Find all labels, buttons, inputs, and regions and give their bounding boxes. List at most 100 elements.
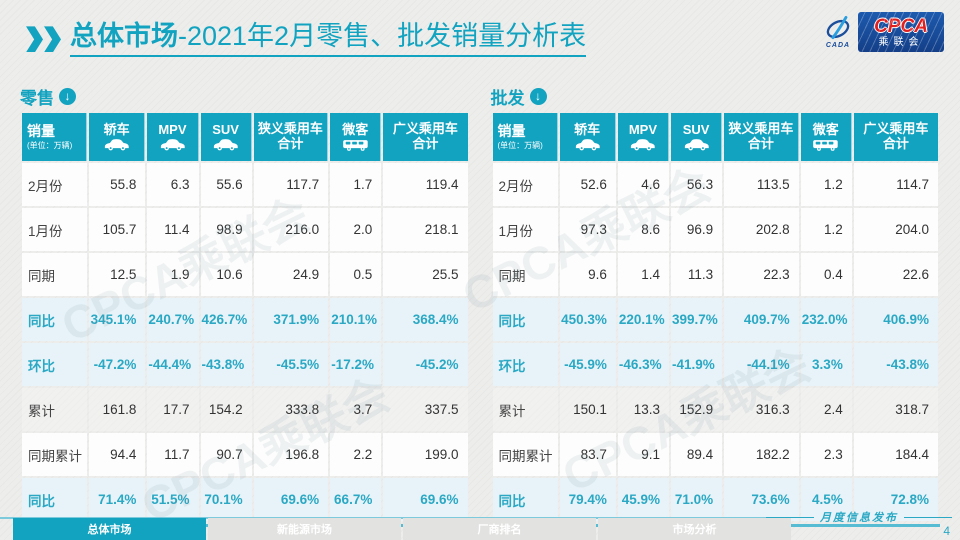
column-header: 轿车 — [559, 113, 616, 161]
footer-tab-厂商排名[interactable]: 厂商排名 — [403, 518, 596, 540]
row-label: 同比 — [22, 478, 88, 521]
value-cell: 0.4 — [800, 253, 852, 296]
row-label: 同期累计 — [22, 433, 88, 476]
value-cell: 3.7 — [330, 388, 382, 431]
column-header: 狭义乘用车 合计 — [724, 113, 799, 161]
value-cell: 368.4% — [383, 298, 468, 341]
cpca-logo-subtext: 乘联会 — [878, 36, 924, 48]
value-cell: 83.7 — [559, 433, 616, 476]
value-cell: 70.1% — [200, 478, 252, 521]
value-cell: 232.0% — [800, 298, 852, 341]
retail-table: 销量 (单位：万辆) 轿车 MPV SUV 狭义乘用车 合计 微客 广义乘用车 合计 2月份 55.8… — [20, 111, 470, 523]
footer-tab-市场分析[interactable]: 市场分析 — [598, 518, 791, 540]
value-cell: 316.3 — [724, 388, 799, 431]
row-label: 2月份 — [492, 163, 558, 206]
column-header: MPV — [617, 113, 669, 161]
table-row: 同期 12.5 1.9 10.6 24.9 0.5 25.5 — [22, 253, 468, 296]
retail-section-label: 零售 ↓ — [20, 84, 470, 108]
footer-tab-总体市场[interactable]: 总体市场 — [13, 518, 206, 540]
retail-title: 零售 — [20, 88, 54, 108]
value-cell: 154.2 — [200, 388, 252, 431]
value-cell: 0.5 — [330, 253, 382, 296]
column-header: 狭义乘用车 合计 — [253, 113, 329, 161]
slide-header: 总体市场-2021年2月零售、批发销量分析表 — [26, 21, 587, 57]
value-cell: 406.9% — [853, 298, 938, 341]
car-icon — [148, 138, 196, 151]
value-cell: 45.9% — [617, 478, 669, 521]
table-row: 同期累计 83.7 9.1 89.4 182.2 2.3 184.4 — [492, 433, 938, 476]
value-cell: 90.7 — [200, 433, 252, 476]
column-header-sales: 销量 (单位：万辆) — [492, 113, 558, 161]
value-cell: 2.4 — [800, 388, 852, 431]
value-cell: 55.6 — [200, 163, 252, 206]
car-icon — [672, 138, 720, 151]
value-cell: 240.7% — [147, 298, 199, 341]
retail-section: 零售 ↓ 销量 (单位：万辆) 轿车 MPV SUV 狭义乘用车 合计 微客 广义乘用车 合计 2月… — [20, 84, 470, 532]
value-cell: 24.9 — [253, 253, 329, 296]
value-cell: -47.2% — [89, 343, 146, 386]
table-row: 同比 450.3% 220.1% 399.7% 409.7% 232.0% 406.9% — [492, 298, 938, 341]
value-cell: 89.4 — [671, 433, 723, 476]
value-cell: 1.2 — [800, 163, 852, 206]
row-label: 同比 — [492, 478, 558, 521]
value-cell: 426.7% — [200, 298, 252, 341]
value-cell: 216.0 — [253, 208, 329, 251]
table-row: 1月份 97.3 8.6 96.9 202.8 1.2 204.0 — [492, 208, 938, 251]
value-cell: 114.7 — [853, 163, 938, 206]
table-row: 同比 345.1% 240.7% 426.7% 371.9% 210.1% 368.4% — [22, 298, 468, 341]
value-cell: 3.3% — [800, 343, 852, 386]
car-icon — [561, 138, 614, 151]
footer-tab-新能源市场[interactable]: 新能源市场 — [208, 518, 401, 540]
table-row: 环比 -47.2% -44.4% -43.8% -45.5% -17.2% -45.2% — [22, 343, 468, 386]
value-cell: 10.6 — [200, 253, 252, 296]
column-header: 微客 — [800, 113, 852, 161]
table-row: 同期累计 94.4 11.7 90.7 196.8 2.2 199.0 — [22, 433, 468, 476]
row-label: 环比 — [492, 343, 558, 386]
value-cell: 337.5 — [383, 388, 468, 431]
value-cell: 371.9% — [253, 298, 329, 341]
value-cell: 73.6% — [724, 478, 799, 521]
value-cell: 96.9 — [671, 208, 723, 251]
car-icon — [619, 138, 667, 151]
value-cell: 69.6% — [383, 478, 468, 521]
row-label: 同比 — [492, 298, 558, 341]
value-cell: -45.9% — [559, 343, 616, 386]
value-cell: 94.4 — [89, 433, 146, 476]
value-cell: 1.2 — [800, 208, 852, 251]
value-cell: 4.6 — [617, 163, 669, 206]
value-cell: 25.5 — [383, 253, 468, 296]
value-cell: 98.9 — [200, 208, 252, 251]
value-cell: 97.3 — [559, 208, 616, 251]
page-title: 总体市场-2021年2月零售、批发销量分析表 — [70, 21, 587, 57]
van-icon — [331, 138, 379, 152]
table-row: 2月份 52.6 4.6 56.3 113.5 1.2 114.7 — [492, 163, 938, 206]
value-cell: 56.3 — [671, 163, 723, 206]
row-label: 累计 — [22, 388, 88, 431]
value-cell: -43.8% — [200, 343, 252, 386]
value-cell: 2.2 — [330, 433, 382, 476]
value-cell: 204.0 — [853, 208, 938, 251]
value-cell: -43.8% — [853, 343, 938, 386]
value-cell: 11.3 — [671, 253, 723, 296]
value-cell: 318.7 — [853, 388, 938, 431]
value-cell: 12.5 — [89, 253, 146, 296]
release-note: 月度信息发布 — [766, 509, 952, 525]
release-note-text: 月度信息发布 — [820, 512, 898, 524]
value-cell: 1.4 — [617, 253, 669, 296]
column-header-sales: 销量 (单位：万辆) — [22, 113, 88, 161]
column-header: SUV — [671, 113, 723, 161]
column-header: 轿车 — [89, 113, 146, 161]
wholesale-section-label: 批发 ↓ — [491, 84, 941, 108]
table-row: 同比 79.4% 45.9% 71.0% 73.6% 4.5% 72.8% — [492, 478, 938, 521]
cada-swoosh-icon: CADA — [823, 15, 853, 49]
value-cell: 8.6 — [617, 208, 669, 251]
value-cell: 71.4% — [89, 478, 146, 521]
row-label: 环比 — [22, 343, 88, 386]
value-cell: 52.6 — [559, 163, 616, 206]
table-row: 同期 9.6 1.4 11.3 22.3 0.4 22.6 — [492, 253, 938, 296]
wholesale-section: 批发 ↓ 销量 (单位：万辆) 轿车 MPV SUV 狭义乘用车 合计 微客 广义乘用车 合计 2月… — [454, 84, 941, 527]
value-cell: 11.7 — [147, 433, 199, 476]
value-cell: 152.9 — [671, 388, 723, 431]
value-cell: -44.4% — [147, 343, 199, 386]
cpca-logo-text: CPCA — [874, 15, 928, 37]
